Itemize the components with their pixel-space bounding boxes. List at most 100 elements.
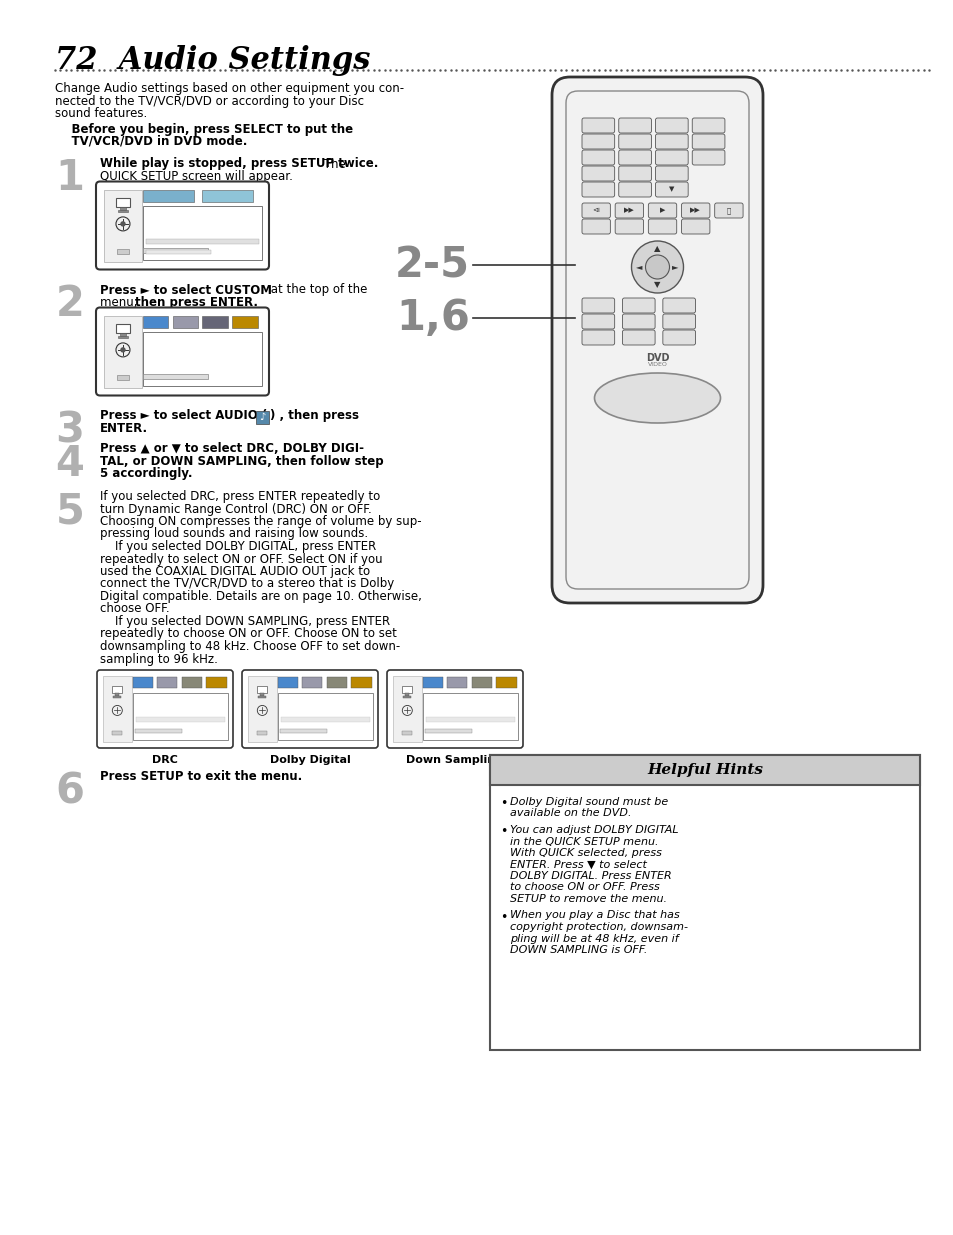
Bar [260,693,264,695]
FancyBboxPatch shape [655,165,687,182]
Bar [132,693,228,740]
Bar [146,249,212,253]
Text: 5 accordingly.: 5 accordingly. [100,468,193,480]
FancyBboxPatch shape [621,330,655,345]
Text: 4: 4 [55,442,85,484]
Text: menu,: menu, [100,296,141,309]
Bar [143,248,208,253]
Bar [118,210,128,211]
Text: Choosing ON compresses the range of volume by sup-: Choosing ON compresses the range of volu… [100,515,421,529]
Bar [143,315,168,327]
Bar [104,189,142,262]
Bar [116,198,130,206]
FancyBboxPatch shape [581,298,614,312]
Text: If you selected DOWN SAMPLING, press ENTER: If you selected DOWN SAMPLING, press ENT… [100,615,390,629]
Bar [202,189,253,201]
Text: repeatedly to choose ON or OFF. Choose ON to set: repeatedly to choose ON or OFF. Choose O… [100,627,396,641]
Bar [351,677,371,688]
Bar [490,755,919,785]
Bar [116,324,130,332]
Text: ▶▶: ▶▶ [690,207,700,214]
Text: DVD: DVD [645,353,669,363]
Bar [424,729,472,732]
Bar [422,693,517,740]
FancyBboxPatch shape [618,182,651,198]
FancyBboxPatch shape [680,219,709,233]
Text: 5: 5 [55,490,85,532]
Text: 3: 3 [55,410,85,452]
Ellipse shape [594,373,720,424]
Text: available on the DVD.: available on the DVD. [510,809,631,819]
Text: in the QUICK SETUP menu.: in the QUICK SETUP menu. [510,836,658,846]
Text: You can adjust DOLBY DIGITAL: You can adjust DOLBY DIGITAL [510,825,678,835]
Bar [115,693,119,695]
Bar [277,677,297,688]
Text: Press ► to select AUDIO (: Press ► to select AUDIO ( [100,410,267,422]
Bar [143,205,262,259]
Bar [471,677,492,688]
FancyBboxPatch shape [387,671,522,748]
Text: Press ► to select CUSTOM: Press ► to select CUSTOM [100,284,272,296]
Circle shape [121,348,125,352]
Text: ENTER. Press ▼ to select: ENTER. Press ▼ to select [510,860,646,869]
FancyBboxPatch shape [662,330,695,345]
Text: QUICK SETUP screen will appear.: QUICK SETUP screen will appear. [100,170,293,183]
Text: Dolby Digital: Dolby Digital [270,755,350,764]
Text: SETUP to remove the menu.: SETUP to remove the menu. [510,894,666,904]
Bar [143,189,193,201]
FancyBboxPatch shape [581,330,614,345]
Text: ▶: ▶ [659,207,664,214]
Text: 6: 6 [55,769,85,811]
Text: ▲: ▲ [654,245,660,253]
Text: ENTER.: ENTER. [100,422,148,435]
Bar [135,718,225,722]
Text: Press SETUP to exit the menu.: Press SETUP to exit the menu. [100,769,302,783]
Text: pling will be at 48 kHz, even if: pling will be at 48 kHz, even if [510,934,678,944]
Text: sampling to 96 kHz.: sampling to 96 kHz. [100,652,217,666]
Bar [425,718,515,722]
Bar [112,731,122,735]
Text: copyright protection, downsam-: copyright protection, downsam- [510,923,687,932]
FancyBboxPatch shape [680,203,709,219]
Text: ▼: ▼ [654,280,660,289]
FancyBboxPatch shape [618,135,651,149]
Text: •: • [499,797,507,810]
FancyBboxPatch shape [714,203,742,219]
Text: DOWN SAMPLING is OFF.: DOWN SAMPLING is OFF. [510,945,647,955]
Bar [172,315,198,327]
Circle shape [121,222,125,226]
Text: ⧏: ⧏ [592,207,599,214]
Bar [393,676,421,742]
FancyBboxPatch shape [242,671,377,748]
Text: If you selected DRC, press ENTER repeatedly to: If you selected DRC, press ENTER repeate… [100,490,380,503]
FancyBboxPatch shape [655,135,687,149]
Text: ◄: ◄ [636,263,642,272]
Bar [248,676,276,742]
Bar [104,315,142,388]
Text: 2: 2 [55,284,85,326]
Text: If you selected DOLBY DIGITAL, press ENTER: If you selected DOLBY DIGITAL, press ENT… [100,540,375,553]
Text: to choose ON or OFF. Press: to choose ON or OFF. Press [510,883,659,893]
Text: Change Audio settings based on other equipment you con-: Change Audio settings based on other equ… [55,82,404,95]
FancyBboxPatch shape [692,149,724,165]
Bar [280,718,370,722]
Text: Helpful Hints: Helpful Hints [646,763,762,777]
Text: sound features.: sound features. [55,107,147,120]
Bar [257,731,267,735]
Bar [490,755,919,785]
FancyBboxPatch shape [615,203,643,219]
Text: choose OFF.: choose OFF. [100,603,170,615]
Text: 72  Audio Settings: 72 Audio Settings [55,44,370,77]
Text: DRC: DRC [152,755,178,764]
FancyBboxPatch shape [581,165,614,182]
FancyBboxPatch shape [655,149,687,165]
Text: DOLBY DIGITAL. Press ENTER: DOLBY DIGITAL. Press ENTER [510,871,671,881]
FancyBboxPatch shape [662,314,695,329]
Text: Digital compatible. Details are on page 10. Otherwise,: Digital compatible. Details are on page … [100,590,421,603]
FancyBboxPatch shape [615,219,643,233]
Text: Press ▲ or ▼ to select DRC, DOLBY DIGI-: Press ▲ or ▼ to select DRC, DOLBY DIGI- [100,442,364,456]
FancyBboxPatch shape [648,203,676,219]
FancyBboxPatch shape [618,165,651,182]
FancyBboxPatch shape [581,135,614,149]
Bar [143,331,262,385]
